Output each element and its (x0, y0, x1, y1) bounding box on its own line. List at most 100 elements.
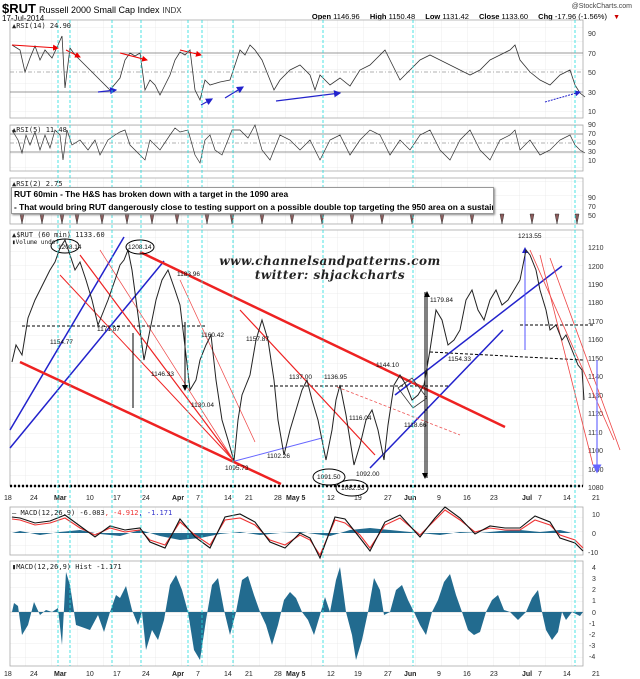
svg-text:10: 10 (588, 109, 596, 116)
svg-text:2: 2 (592, 587, 596, 594)
svg-text:24: 24 (142, 671, 150, 678)
low-value: 1131.42 (442, 12, 469, 21)
svg-text:1208.14: 1208.14 (128, 244, 152, 251)
svg-text:24: 24 (30, 671, 38, 678)
rsi14-panel: 90 70 50 30 10 (9, 19, 596, 119)
svg-text:Apr: Apr (172, 495, 184, 502)
svg-text:24: 24 (142, 495, 150, 502)
svg-text:Mar: Mar (54, 671, 67, 678)
svg-text:1100: 1100 (588, 448, 603, 455)
svg-text:1210: 1210 (588, 245, 604, 252)
svg-text:1154.33: 1154.33 (448, 356, 471, 363)
open-value: 1146.96 (333, 12, 360, 21)
svg-text:1150: 1150 (588, 356, 603, 363)
svg-text:17: 17 (113, 671, 121, 678)
svg-text:1130: 1130 (588, 393, 603, 400)
symbol: $RUT (2, 1, 36, 16)
svg-text:9: 9 (437, 671, 441, 678)
svg-text:7: 7 (538, 495, 542, 502)
svg-text:1080: 1080 (588, 485, 604, 492)
svg-text:21: 21 (245, 671, 253, 678)
svg-text:18: 18 (4, 671, 12, 678)
svg-text:90: 90 (588, 195, 596, 202)
watermark-twitter: twitter: shjackcharts (254, 268, 406, 282)
svg-text:1146.33: 1146.33 (151, 371, 174, 378)
svg-text:1154.77: 1154.77 (50, 339, 73, 346)
svg-text:1200: 1200 (588, 264, 604, 271)
svg-text:10: 10 (592, 512, 600, 519)
svg-text:50: 50 (588, 213, 596, 220)
watermark-url: www.channelsandpatterns.com (219, 254, 441, 268)
rsi5-panel: 90 70 50 30 10 (9, 122, 596, 172)
svg-text:-4: -4 (589, 654, 595, 661)
svg-text:1095.73: 1095.73 (225, 465, 249, 472)
svg-text:14: 14 (563, 671, 571, 678)
svg-text:16: 16 (463, 671, 471, 678)
svg-text:16: 16 (463, 495, 471, 502)
svg-text:Jul: Jul (522, 495, 532, 502)
svg-text:1116.04: 1116.04 (349, 415, 372, 422)
annotation-box: RUT 60min - The H&S has broken down with… (11, 187, 494, 214)
svg-text:Jun: Jun (404, 495, 416, 502)
svg-text:70: 70 (588, 131, 596, 138)
high-value: 1150.48 (388, 12, 416, 21)
svg-text:May 5: May 5 (286, 495, 306, 502)
svg-text:27: 27 (384, 671, 392, 678)
svg-text:70: 70 (588, 204, 596, 211)
close-value: 1133.60 (501, 12, 529, 21)
price-label: ▲$RUT (60 min) 1133.60 (12, 231, 105, 239)
svg-text:9: 9 (437, 495, 441, 502)
svg-text:1180: 1180 (588, 300, 603, 307)
high-label: High (369, 12, 387, 21)
svg-text:23: 23 (490, 671, 498, 678)
svg-text:0: 0 (592, 531, 596, 538)
svg-text:1170: 1170 (588, 319, 603, 326)
svg-text:Jun: Jun (404, 671, 416, 678)
svg-text:0: 0 (592, 610, 596, 617)
price-annotations: 1208.14 1208.14 1183.96 1154.77 1171.87 … (50, 233, 542, 492)
svg-text:14: 14 (224, 671, 232, 678)
copyright: @StockCharts.com (571, 3, 632, 10)
svg-text:1179.84: 1179.84 (430, 297, 453, 304)
svg-text:1190: 1190 (588, 282, 603, 289)
svg-text:1157.87: 1157.87 (246, 336, 269, 343)
svg-text:12: 12 (327, 495, 335, 502)
svg-text:17: 17 (113, 495, 121, 502)
svg-text:1090: 1090 (588, 467, 604, 474)
svg-text:1136.95: 1136.95 (324, 374, 347, 381)
chg-value: -17.96 (-1.56%) (554, 12, 607, 21)
cycle-markers (57, 20, 576, 666)
svg-text:14: 14 (224, 495, 232, 502)
svg-text:1183.96: 1183.96 (177, 271, 200, 278)
volume-label: ▮Volume undef (12, 239, 59, 246)
svg-text:-10: -10 (588, 550, 598, 557)
svg-text:50: 50 (588, 140, 596, 147)
svg-text:30: 30 (588, 149, 596, 156)
svg-text:-2: -2 (589, 632, 595, 639)
down-triangle-icon: ▼ (613, 14, 620, 21)
svg-text:1091.50: 1091.50 (317, 474, 341, 481)
svg-text:1120: 1120 (588, 411, 603, 418)
svg-text:-1: -1 (589, 621, 595, 628)
svg-text:21: 21 (245, 495, 253, 502)
svg-text:1118.66: 1118.66 (404, 422, 427, 429)
svg-text:1171.87: 1171.87 (97, 326, 120, 333)
svg-text:90: 90 (588, 122, 596, 129)
ohlc-bar: Open 1146.96 High 1150.48 Low 1131.42 Cl… (312, 12, 628, 21)
chart-date: 17-Jul-2014 (2, 14, 45, 23)
annotation-line-2: - That would bring RUT dangerously close… (14, 202, 493, 212)
exchange: INDX (162, 6, 182, 15)
macd-label: — MACD(12,26,9) -6.083, -4.912, -1.171 (12, 509, 173, 517)
svg-text:23: 23 (490, 495, 498, 502)
svg-text:30: 30 (588, 90, 596, 97)
svg-text:1: 1 (592, 598, 596, 605)
svg-text:1140: 1140 (588, 374, 603, 381)
svg-text:24: 24 (30, 495, 38, 502)
svg-text:18: 18 (4, 495, 12, 502)
svg-text:21: 21 (592, 495, 600, 502)
x-axis: 18 24 Mar 10 17 24 Apr 7 14 21 28 May 5 12 19 27 Jun 9 16… (4, 495, 600, 502)
svg-text:Apr: Apr (172, 671, 184, 678)
svg-text:12: 12 (327, 671, 335, 678)
svg-text:1144.10: 1144.10 (376, 362, 399, 369)
